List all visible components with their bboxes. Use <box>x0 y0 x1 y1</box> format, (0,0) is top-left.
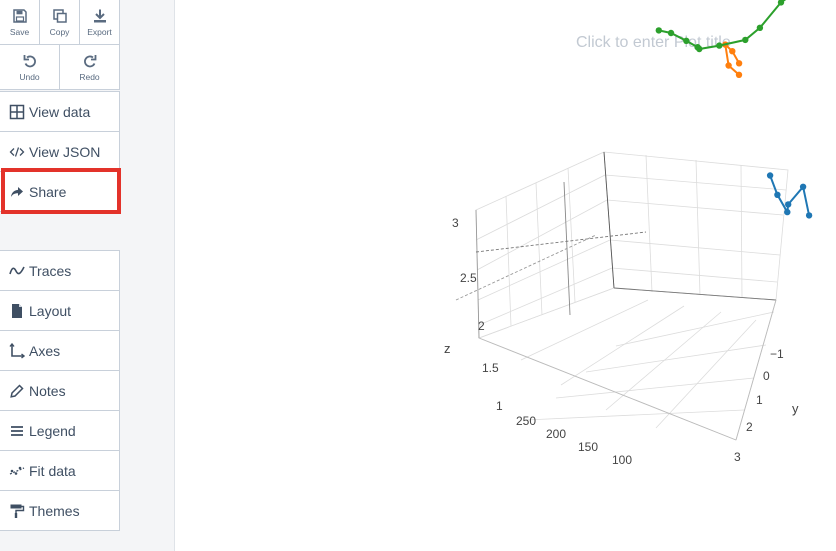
undo-label: Undo <box>19 71 40 82</box>
data-point[interactable] <box>784 208 791 216</box>
layout-button[interactable]: Layout <box>0 291 119 331</box>
themes-button[interactable]: Themes <box>0 491 119 531</box>
layout-label: Layout <box>29 302 72 319</box>
axes-icon <box>9 342 25 359</box>
save-button[interactable]: Save <box>0 0 40 44</box>
toolbar: Save Copy Export <box>0 0 120 90</box>
data-point[interactable] <box>735 60 743 67</box>
view-json-label: View JSON <box>29 143 101 160</box>
fit-data-icon <box>9 466 25 475</box>
data-point[interactable] <box>667 29 675 37</box>
paint-roller-icon <box>10 504 25 518</box>
data-point[interactable] <box>766 172 774 179</box>
copy-button[interactable]: Copy <box>40 0 80 44</box>
x-tick-label: 200 <box>546 427 566 441</box>
series-line-0[interactable] <box>769 175 811 216</box>
z-tick-labels: 3 2.5 2 1.5 1 <box>452 216 503 413</box>
data-point[interactable] <box>799 183 807 190</box>
series-line-2[interactable] <box>658 0 802 51</box>
z-tick-label: 1 <box>496 399 503 413</box>
copy-icon <box>52 9 67 23</box>
view-json-button[interactable]: View JSON <box>0 132 119 172</box>
y-tick-labels: −1 0 1 2 3 <box>734 347 784 464</box>
toolbar-row-file: Save Copy Export <box>0 0 119 45</box>
share-label: Share <box>29 183 67 200</box>
themes-label: Themes <box>29 502 80 519</box>
download-icon <box>93 9 106 23</box>
y-tick-label: 1 <box>756 393 763 407</box>
export-label: Export <box>87 26 112 37</box>
data-point[interactable] <box>655 27 662 34</box>
data-menu: View data View JSON Share <box>0 91 120 212</box>
z-tick-label: 2 <box>478 319 485 333</box>
axes-label: Axes <box>29 342 61 359</box>
z-tick-label: 3 <box>452 216 459 230</box>
data-point[interactable] <box>785 201 792 208</box>
data-point[interactable] <box>774 191 781 198</box>
grid-icon <box>9 104 25 119</box>
data-point[interactable] <box>725 62 732 69</box>
share-button[interactable]: Share <box>0 172 119 212</box>
code-icon <box>9 146 25 157</box>
undo-icon <box>23 54 36 68</box>
traces-button[interactable]: Traces <box>0 251 119 291</box>
redo-button[interactable]: Redo <box>60 45 119 89</box>
undo-button[interactable]: Undo <box>0 45 60 89</box>
x-tick-labels: 250 200 150 100 <box>516 414 632 467</box>
layout-icon <box>12 303 22 318</box>
notes-label: Notes <box>29 382 66 399</box>
fit-data-button[interactable]: Fit data <box>0 451 119 491</box>
data-point[interactable] <box>696 45 703 53</box>
data-point[interactable] <box>683 37 690 44</box>
x-tick-label: 250 <box>516 414 536 428</box>
trace-layer[interactable] <box>655 0 813 219</box>
3d-scene[interactable]: 3 2.5 2 1.5 1 z 250 200 150 100 −1 0 1 2… <box>176 0 836 551</box>
plot-area[interactable]: Click to enter Plot title <box>176 0 836 551</box>
view-data-button[interactable]: View data <box>0 92 119 132</box>
legend-icon <box>11 425 23 436</box>
plot-title[interactable]: Click to enter Plot title <box>576 34 731 51</box>
axes-button[interactable]: Axes <box>0 331 119 371</box>
copy-label: Copy <box>49 26 70 37</box>
legend-label: Legend <box>29 422 76 439</box>
x-tick-label: 150 <box>578 440 598 454</box>
style-menu: Traces Layout Axes Notes L <box>0 250 120 531</box>
data-point[interactable] <box>756 24 764 31</box>
data-point[interactable] <box>716 42 723 49</box>
data-point[interactable] <box>742 36 749 44</box>
x-tick-label: 100 <box>612 453 632 467</box>
toolbar-row-history: Undo Redo <box>0 45 119 90</box>
editor-sidebar: Save Copy Export <box>0 0 175 551</box>
data-point[interactable] <box>777 0 785 6</box>
floppy-disk-icon <box>12 9 27 23</box>
z-tick-label: 1.5 <box>482 361 499 375</box>
y-axis-title: y <box>792 401 799 416</box>
y-tick-label: 0 <box>763 369 770 383</box>
y-tick-label: 2 <box>746 420 753 434</box>
fit-data-label: Fit data <box>29 462 76 479</box>
pencil-icon <box>10 383 24 398</box>
legend-button[interactable]: Legend <box>0 411 119 451</box>
share-icon <box>11 186 23 197</box>
data-point[interactable] <box>735 71 743 79</box>
notes-button[interactable]: Notes <box>0 371 119 411</box>
data-point[interactable] <box>805 212 813 219</box>
traces-label: Traces <box>29 262 72 279</box>
y-tick-label: −1 <box>770 347 784 361</box>
y-tick-label: 3 <box>734 450 741 464</box>
grid-lines <box>475 151 789 441</box>
view-data-label: View data <box>29 103 91 120</box>
traces-icon <box>9 266 25 274</box>
redo-icon <box>83 54 96 68</box>
z-tick-label: 2.5 <box>460 271 477 285</box>
save-label: Save <box>9 26 30 37</box>
redo-label: Redo <box>79 71 100 82</box>
z-axis-title: z <box>444 341 451 356</box>
axis-lines <box>455 151 777 441</box>
data-point[interactable] <box>729 48 736 55</box>
export-button[interactable]: Export <box>80 0 119 44</box>
